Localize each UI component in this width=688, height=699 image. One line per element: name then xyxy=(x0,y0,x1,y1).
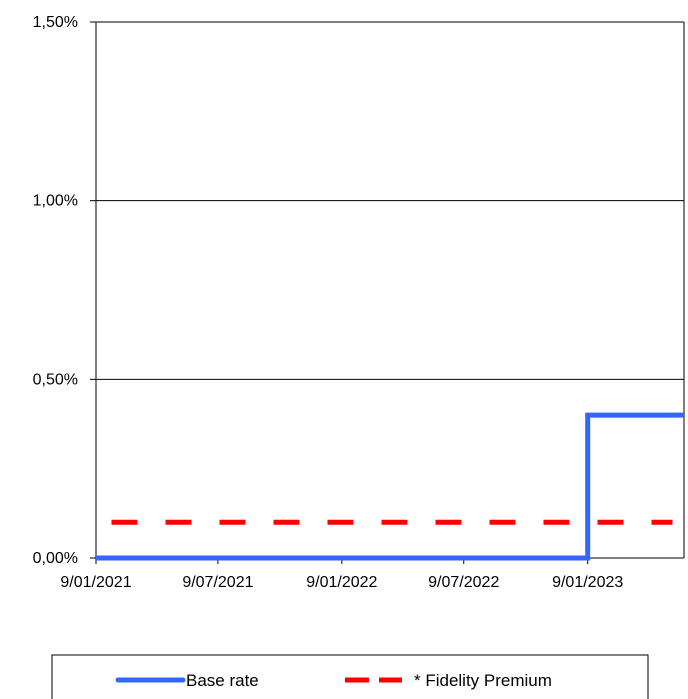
tick-labels: 0,00% 0,50% 1,00% 1,50% 9/01/2021 9/07/2021 9/… xyxy=(33,14,624,591)
y-tick-label-3: 1,50% xyxy=(33,14,78,31)
x-tick-label-3: 9/07/2022 xyxy=(428,574,499,591)
y-tick-label-1: 0,50% xyxy=(33,371,78,388)
y-tick-label-0: 0,00% xyxy=(33,550,78,567)
gridlines xyxy=(96,21,684,380)
legend-label-0: Base rate xyxy=(186,671,259,690)
series-lines xyxy=(96,412,684,561)
y-tick-label-2: 1,00% xyxy=(33,193,78,210)
series-line-0 xyxy=(96,412,684,561)
x-tick-label-1: 9/07/2021 xyxy=(182,574,253,591)
x-tick-label-2: 9/01/2022 xyxy=(306,574,377,591)
legend-label-1: * Fidelity Premium xyxy=(414,671,552,690)
x-tick-label-0: 9/01/2021 xyxy=(60,574,131,591)
legend-box xyxy=(51,654,649,699)
legend: Base rate * Fidelity Premium xyxy=(51,654,649,699)
axes xyxy=(90,21,685,564)
x-tick-label-4: 9/01/2023 xyxy=(552,574,623,591)
